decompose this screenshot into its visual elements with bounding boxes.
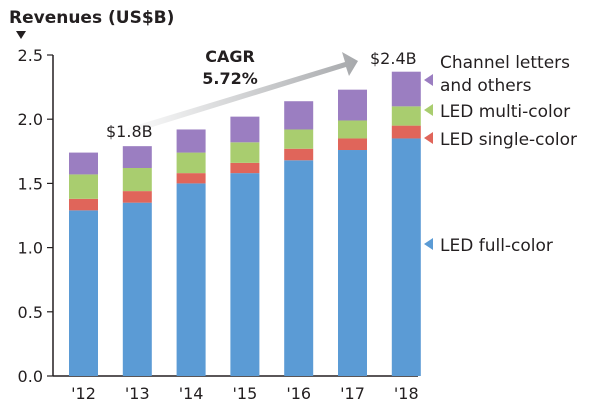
y-tick-label: 2.5 — [18, 46, 43, 65]
bar-segment — [122, 191, 152, 203]
bar-segment — [122, 146, 152, 168]
legend-item: LED multi-color — [424, 102, 570, 122]
cagr-value: 5.72% — [202, 69, 258, 88]
cagr-label: CAGR — [205, 47, 255, 66]
y-tick-label: 2.0 — [18, 110, 43, 129]
y-tick-label: 1.5 — [18, 174, 43, 193]
x-tick-label: '18 — [394, 384, 419, 403]
bar-segment — [176, 129, 206, 153]
legend-label: LED full-color — [440, 236, 553, 256]
x-tick-label: '13 — [125, 384, 150, 403]
bars-group: '12 '13 '14 '15 '16 '17 '18 — [69, 71, 421, 403]
bar-segment — [122, 167, 152, 192]
x-tick-label: '15 — [233, 384, 258, 403]
x-tick-label: '17 — [340, 384, 365, 403]
legend-label: Channel letters and others — [440, 53, 570, 96]
bar-segment — [338, 89, 367, 121]
y-tick-label: 1.0 — [18, 239, 43, 258]
bar-segment — [284, 101, 314, 130]
bar-segment — [338, 138, 367, 151]
x-tick-label: '16 — [286, 384, 311, 403]
bar-segment — [176, 152, 206, 174]
bar-segment — [391, 71, 421, 107]
legend-label: LED single-color — [440, 130, 577, 150]
bar-segment — [69, 210, 98, 376]
bar-segment — [69, 152, 98, 175]
bar-segment — [391, 125, 421, 139]
y-tick-label: 0.5 — [18, 303, 43, 322]
bar-segment — [230, 162, 260, 174]
bar-segment — [122, 202, 152, 376]
legend-item: LED full-color — [424, 236, 553, 256]
bar-segment — [338, 150, 367, 376]
bar-segment — [69, 198, 98, 211]
bar-segment — [284, 160, 314, 376]
bar-segment — [230, 142, 260, 163]
bar-segment — [338, 120, 367, 139]
bar-segment — [230, 173, 260, 376]
bar-segment — [284, 129, 314, 149]
legend-item: Channel letters and others — [424, 53, 570, 96]
legend-marker-icon — [424, 74, 433, 86]
legend-marker-icon — [424, 132, 433, 144]
bar-segment — [176, 173, 206, 184]
end-total-label: $2.4B — [370, 49, 417, 68]
legend-marker-icon — [424, 104, 433, 116]
y-tick-label: 0.0 — [18, 367, 43, 386]
legend-group: Channel letters and others LED multi-color… — [424, 53, 577, 256]
x-tick-label: '14 — [179, 384, 204, 403]
x-tick-label: '12 — [71, 384, 96, 403]
bar-segment — [391, 138, 421, 376]
bar-segment — [230, 116, 260, 143]
start-total-label: $1.8B — [106, 122, 153, 141]
bar-segment — [69, 174, 98, 199]
growth-arrow-icon — [121, 52, 358, 136]
bar-segment — [391, 106, 421, 126]
bar-segment — [284, 148, 314, 161]
legend-label: LED multi-color — [440, 102, 570, 122]
legend-marker-icon — [424, 238, 433, 250]
bar-segment — [176, 183, 206, 376]
legend-item: LED single-color — [424, 130, 577, 150]
chart-title: Revenues (US$B) — [9, 8, 174, 28]
axis-marker-icon — [16, 31, 26, 39]
